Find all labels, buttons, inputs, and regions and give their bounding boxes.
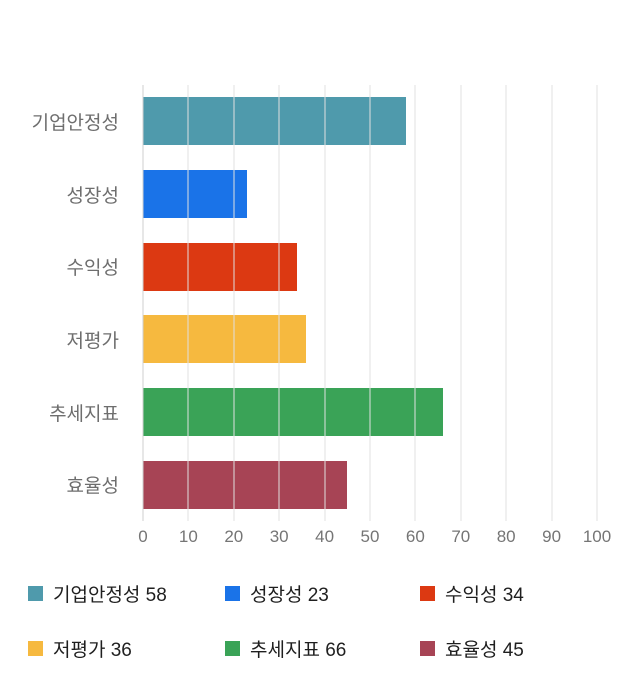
grid-line bbox=[460, 85, 462, 521]
legend-label: 성장성 23 bbox=[250, 585, 329, 606]
grid-line bbox=[233, 85, 235, 521]
legend-item: 추세지표 66 bbox=[225, 635, 420, 662]
bar-row bbox=[143, 158, 597, 231]
legend-label: 추세지표 66 bbox=[250, 640, 347, 661]
bar-row bbox=[143, 85, 597, 158]
bar bbox=[143, 242, 298, 291]
category-label: 성장성 bbox=[66, 185, 119, 207]
category-label: 저평가 bbox=[66, 330, 119, 352]
category-label: 추세지표 bbox=[49, 403, 119, 425]
legend-item: 효율성 45 bbox=[420, 635, 612, 662]
legend-item: 기업안정성 58 bbox=[28, 580, 225, 607]
legend-swatch bbox=[28, 586, 43, 601]
legend-swatch bbox=[28, 641, 43, 656]
plot-area bbox=[142, 85, 598, 521]
x-tick-label: 40 bbox=[315, 527, 335, 546]
x-tick-label: 100 bbox=[582, 527, 612, 546]
legend-swatch bbox=[420, 586, 435, 601]
category-label: 기업안정성 bbox=[31, 112, 119, 134]
bar bbox=[143, 460, 348, 509]
x-tick-label: 80 bbox=[496, 527, 516, 546]
grid-line bbox=[505, 85, 507, 521]
grid-line bbox=[414, 85, 416, 521]
grid-line bbox=[278, 85, 280, 521]
legend-swatch bbox=[420, 641, 435, 656]
legend-label: 저평가 36 bbox=[53, 640, 132, 661]
bar-row bbox=[143, 376, 597, 449]
bar bbox=[143, 97, 407, 146]
bar bbox=[143, 388, 443, 437]
bar bbox=[143, 170, 248, 218]
grid-line bbox=[324, 85, 326, 521]
x-tick-label: 20 bbox=[224, 527, 244, 546]
grid-line bbox=[142, 85, 144, 521]
x-tick-label: 30 bbox=[269, 527, 289, 546]
legend-label: 수익성 34 bbox=[445, 585, 524, 606]
x-tick-label: 90 bbox=[542, 527, 562, 546]
legend-label: 효율성 45 bbox=[445, 640, 524, 661]
legend-swatch bbox=[225, 586, 240, 601]
x-tick-label: 50 bbox=[360, 527, 380, 546]
bar bbox=[143, 315, 307, 364]
x-tick-label: 70 bbox=[451, 527, 471, 546]
legend-swatch bbox=[225, 641, 240, 656]
category-label: 효율성 bbox=[66, 476, 119, 498]
grid-line bbox=[369, 85, 371, 521]
grid-line bbox=[596, 85, 598, 521]
legend-item: 저평가 36 bbox=[28, 635, 225, 662]
x-tick-label: 10 bbox=[178, 527, 198, 546]
x-tick-label: 60 bbox=[405, 527, 425, 546]
bar-row bbox=[143, 448, 597, 521]
chart-legend: 기업안정성 58 성장성 23 수익성 34 저평가 36 추세지표 66 효율성 45 bbox=[28, 580, 612, 662]
grid-line bbox=[187, 85, 189, 521]
legend-item: 수익성 34 bbox=[420, 580, 612, 607]
x-axis: 0 10 20 30 40 50 60 70 80 90 100 bbox=[138, 527, 611, 549]
x-tick-label: 0 bbox=[138, 527, 148, 546]
bar-row bbox=[143, 230, 597, 303]
legend-label: 기업안정성 58 bbox=[53, 585, 167, 606]
category-label: 수익성 bbox=[66, 258, 119, 280]
legend-item: 성장성 23 bbox=[225, 580, 420, 607]
grid-line bbox=[551, 85, 553, 521]
